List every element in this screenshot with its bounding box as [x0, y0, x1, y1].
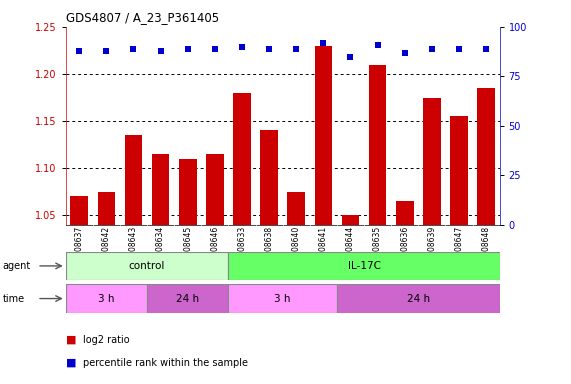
Bar	[315, 46, 332, 225]
Bar	[260, 131, 278, 225]
Point	[210, 46, 219, 52]
Point	[75, 48, 84, 54]
Point	[156, 48, 165, 54]
Bar	[423, 98, 441, 225]
Point	[319, 40, 328, 46]
Text: log2 ratio: log2 ratio	[83, 335, 130, 345]
Point	[346, 53, 355, 60]
Point	[183, 46, 192, 52]
Bar	[369, 65, 387, 225]
Point	[455, 46, 464, 52]
Bar	[98, 192, 115, 225]
Bar	[450, 116, 468, 225]
Text: 24 h: 24 h	[407, 293, 430, 304]
Text: ■: ■	[66, 335, 76, 345]
Bar	[179, 159, 196, 225]
Bar	[66, 284, 147, 313]
Bar	[124, 135, 142, 225]
Text: agent: agent	[3, 261, 31, 271]
Bar	[66, 252, 228, 280]
Bar	[206, 154, 224, 225]
Bar	[152, 154, 170, 225]
Point	[238, 44, 247, 50]
Text: 3 h: 3 h	[275, 293, 291, 304]
Point	[427, 46, 436, 52]
Text: 3 h: 3 h	[98, 293, 115, 304]
Text: 24 h: 24 h	[176, 293, 199, 304]
Bar	[233, 93, 251, 225]
Bar	[228, 252, 500, 280]
Point	[400, 50, 409, 56]
Text: time: time	[3, 293, 25, 304]
Text: percentile rank within the sample: percentile rank within the sample	[83, 358, 248, 368]
Bar	[70, 196, 88, 225]
Point	[102, 48, 111, 54]
Bar	[228, 284, 337, 313]
Bar	[287, 192, 305, 225]
Bar	[337, 284, 500, 313]
Text: IL-17C: IL-17C	[348, 261, 380, 271]
Bar	[147, 284, 228, 313]
Point	[129, 46, 138, 52]
Bar	[396, 201, 413, 225]
Point	[292, 46, 301, 52]
Text: GDS4807 / A_23_P361405: GDS4807 / A_23_P361405	[66, 12, 219, 25]
Point	[373, 41, 382, 48]
Bar	[477, 88, 495, 225]
Text: control: control	[129, 261, 165, 271]
Point	[481, 46, 490, 52]
Bar	[341, 215, 359, 225]
Point	[264, 46, 274, 52]
Text: ■: ■	[66, 358, 76, 368]
